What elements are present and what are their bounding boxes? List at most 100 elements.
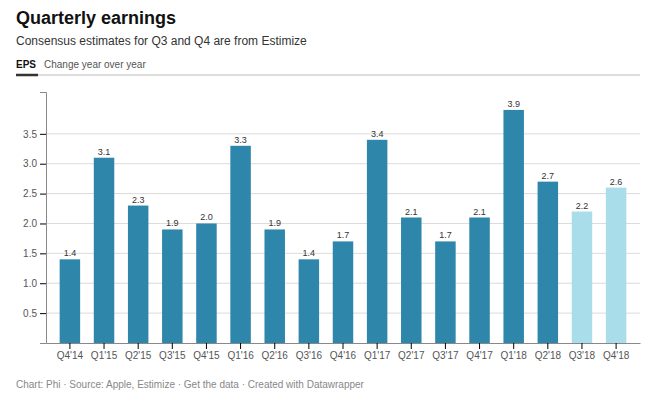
y-tick: 0.5 xyxy=(23,308,46,319)
y-tick: 3.5 xyxy=(23,129,46,140)
x-tick-label: Q4'17 xyxy=(466,350,493,361)
x-tick-label: Q2'18 xyxy=(535,350,562,361)
y-tick: 2.0 xyxy=(23,218,46,229)
chart: Quarterly earnings Consensus estimates fo… xyxy=(0,0,660,395)
x-tick: Q2'17 xyxy=(398,343,425,361)
y-tick: 1.0 xyxy=(23,278,46,289)
data-label: 1.7 xyxy=(337,230,350,240)
bar xyxy=(503,110,523,343)
title: Quarterly earnings xyxy=(16,8,176,28)
x-tick-label: Q1'17 xyxy=(364,350,391,361)
y-tick-mark xyxy=(40,134,46,135)
x-tick-mark xyxy=(274,343,275,349)
bar xyxy=(606,188,626,343)
x-tick-label: Q1'18 xyxy=(501,350,528,361)
y-sublabel: Change year over year xyxy=(44,59,146,70)
y-axis-line xyxy=(40,93,47,344)
bar xyxy=(469,218,489,344)
x-tick: Q3'16 xyxy=(296,343,323,361)
x-tick: Q3'18 xyxy=(569,343,596,361)
bar xyxy=(435,241,455,343)
y-tick-mark xyxy=(40,283,46,284)
data-label: 2.2 xyxy=(576,201,589,211)
bar xyxy=(299,259,319,343)
x-tick-label: Q1'16 xyxy=(227,350,254,361)
data-label: 2.7 xyxy=(542,171,555,181)
bar xyxy=(572,212,592,343)
y-tick-mark xyxy=(40,253,46,254)
bar xyxy=(196,223,216,343)
y-tick-mark xyxy=(40,194,46,195)
x-tick-label: Q4'15 xyxy=(193,350,220,361)
data-label: 2.1 xyxy=(405,207,418,217)
y-tick-label: 0.5 xyxy=(23,308,37,319)
x-tick: Q1'18 xyxy=(501,343,528,361)
x-tick-mark xyxy=(343,343,344,349)
x-tick-mark xyxy=(479,343,480,349)
x-tick-label: Q3'16 xyxy=(296,350,323,361)
x-tick: Q4'18 xyxy=(603,343,630,361)
y-tick: 2.5 xyxy=(23,188,46,199)
x-tick: Q1'15 xyxy=(91,343,118,361)
data-label: 2.6 xyxy=(610,177,623,187)
bar xyxy=(230,146,250,343)
x-tick-label: Q3'18 xyxy=(569,350,596,361)
x-tick: Q4'17 xyxy=(466,343,493,361)
data-label: 3.4 xyxy=(371,129,384,139)
footer: Chart: Phi · Source: Apple, Estimize · G… xyxy=(16,379,365,390)
data-label: 1.9 xyxy=(166,218,179,228)
x-tick: Q3'15 xyxy=(159,343,186,361)
bar xyxy=(367,140,387,343)
x-tick-label: Q2'17 xyxy=(398,350,425,361)
bar xyxy=(128,206,148,343)
x-tick-mark xyxy=(172,343,173,349)
grid-line xyxy=(46,163,640,164)
x-tick: Q4'14 xyxy=(57,343,84,361)
plot: 1.43.12.31.92.03.31.91.41.73.42.11.72.13… xyxy=(23,93,640,362)
y-tick-mark xyxy=(40,223,46,224)
y-tick-label: 3.5 xyxy=(23,129,37,140)
x-tick-mark xyxy=(240,343,241,349)
x-tick-mark xyxy=(547,343,548,349)
x-tick-label: Q1'15 xyxy=(91,350,118,361)
bar xyxy=(538,182,558,343)
y-tick-label: 2.0 xyxy=(23,218,37,229)
x-tick: Q2'18 xyxy=(535,343,562,361)
bar xyxy=(60,259,80,343)
x-tick-label: Q4'18 xyxy=(603,350,630,361)
y-tick-label: 1.0 xyxy=(23,278,37,289)
y-label: EPS xyxy=(16,59,36,70)
x-tick-mark xyxy=(411,343,412,349)
x-tick-mark xyxy=(616,343,617,349)
data-label: 2.0 xyxy=(200,212,213,222)
header-rule xyxy=(16,75,640,76)
data-label: 2.3 xyxy=(132,195,145,205)
data-label: 1.7 xyxy=(439,230,452,240)
grid-line xyxy=(46,133,640,134)
x-tick-mark xyxy=(206,343,207,349)
data-label: 1.4 xyxy=(303,248,316,258)
data-labels: 1.43.12.31.92.03.31.91.41.73.42.11.72.13… xyxy=(64,99,623,258)
x-tick-label: Q3'15 xyxy=(159,350,186,361)
x-tick-mark xyxy=(69,343,70,349)
data-label: 1.4 xyxy=(64,248,77,258)
data-label: 3.1 xyxy=(98,147,111,157)
y-tick-mark xyxy=(40,313,46,314)
x-tick-mark xyxy=(377,343,378,349)
x-tick-mark xyxy=(138,343,139,349)
x-tick-label: Q4'14 xyxy=(57,350,84,361)
bars xyxy=(60,110,627,343)
bar xyxy=(333,241,353,343)
data-label: 3.9 xyxy=(507,99,520,109)
x-tick: Q1'16 xyxy=(227,343,254,361)
x-tick: Q3'17 xyxy=(432,343,459,361)
bar xyxy=(264,229,284,343)
x-tick-label: Q2'16 xyxy=(262,350,289,361)
header-tab xyxy=(16,74,38,77)
x-tick: Q2'15 xyxy=(125,343,152,361)
x-tick: Q4'16 xyxy=(330,343,357,361)
x-tick-label: Q3'17 xyxy=(432,350,459,361)
x-tick: Q2'16 xyxy=(262,343,289,361)
y-tick-label: 1.5 xyxy=(23,248,37,259)
subtitle: Consensus estimates for Q3 and Q4 are fr… xyxy=(16,34,307,48)
